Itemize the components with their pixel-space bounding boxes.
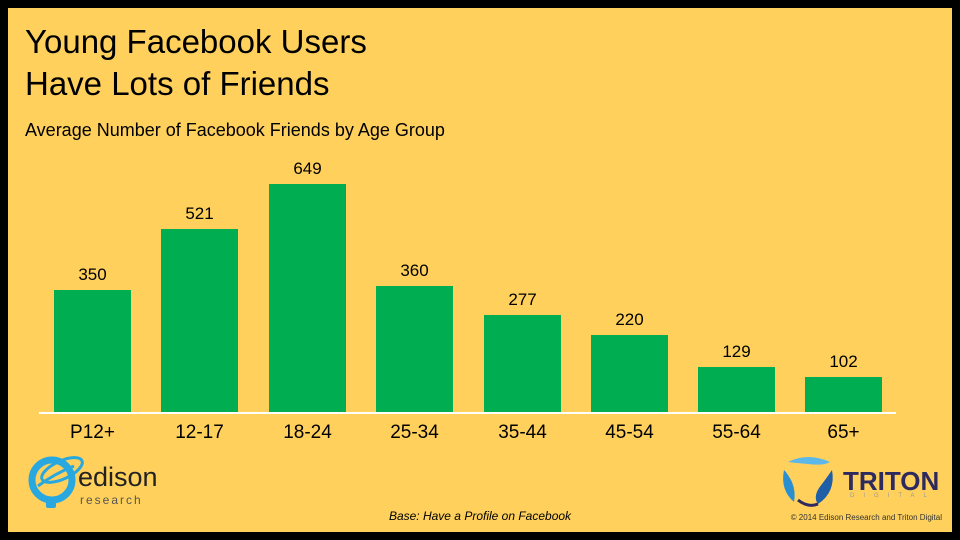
category-label: 18-24 [283,422,332,443]
bar-value-label: 102 [829,352,858,371]
copyright-text: © 2014 Edison Research and Triton Digita… [790,513,942,522]
triton-digital-logo: TRITON DIGITAL [778,452,948,514]
category-label: 55-64 [712,422,761,443]
bar-p12- [54,290,131,413]
bar-35-44 [484,315,561,413]
category-label: 65+ [827,422,860,443]
bar-12-17 [161,229,238,413]
bar-value-label: 521 [185,204,214,223]
x-axis-line [39,412,896,414]
title-line-1: Young Facebook Users [25,23,367,60]
title-line-2: Have Lots of Friends [25,65,330,102]
triton-emblem-icon [783,457,833,507]
bar-65- [805,377,882,413]
bar-value-label: 360 [400,261,429,280]
footnote-base: Base: Have a Profile on Facebook [388,509,572,523]
triton-wordmark: TRITON [843,466,940,496]
bar-value-label: 220 [615,310,644,329]
slide: Young Facebook Users Have Lots of Friend… [8,8,952,532]
edison-research-logo: edison research [24,452,174,514]
category-label: 35-44 [498,422,547,443]
chart-title: Young Facebook Users Have Lots of Friend… [25,21,367,105]
bar-45-54 [591,335,668,413]
category-label: 12-17 [175,422,224,443]
triton-subtext: DIGITAL [850,493,936,499]
category-label: 45-54 [605,422,654,443]
edison-wordmark: edison [78,462,158,492]
category-label: 25-34 [390,422,439,443]
bar-value-label: 350 [78,265,107,284]
bar-25-34 [376,286,453,413]
category-label: P12+ [70,422,115,443]
edison-subtext: research [80,493,143,507]
bar-55-64 [698,367,775,413]
bar-value-label: 649 [293,159,322,178]
bar-value-label: 129 [722,342,751,361]
bar-18-24 [269,184,346,413]
edison-bulb-icon [28,456,84,508]
chart-subtitle: Average Number of Facebook Friends by Ag… [25,120,445,140]
bar-value-label: 277 [508,290,537,309]
